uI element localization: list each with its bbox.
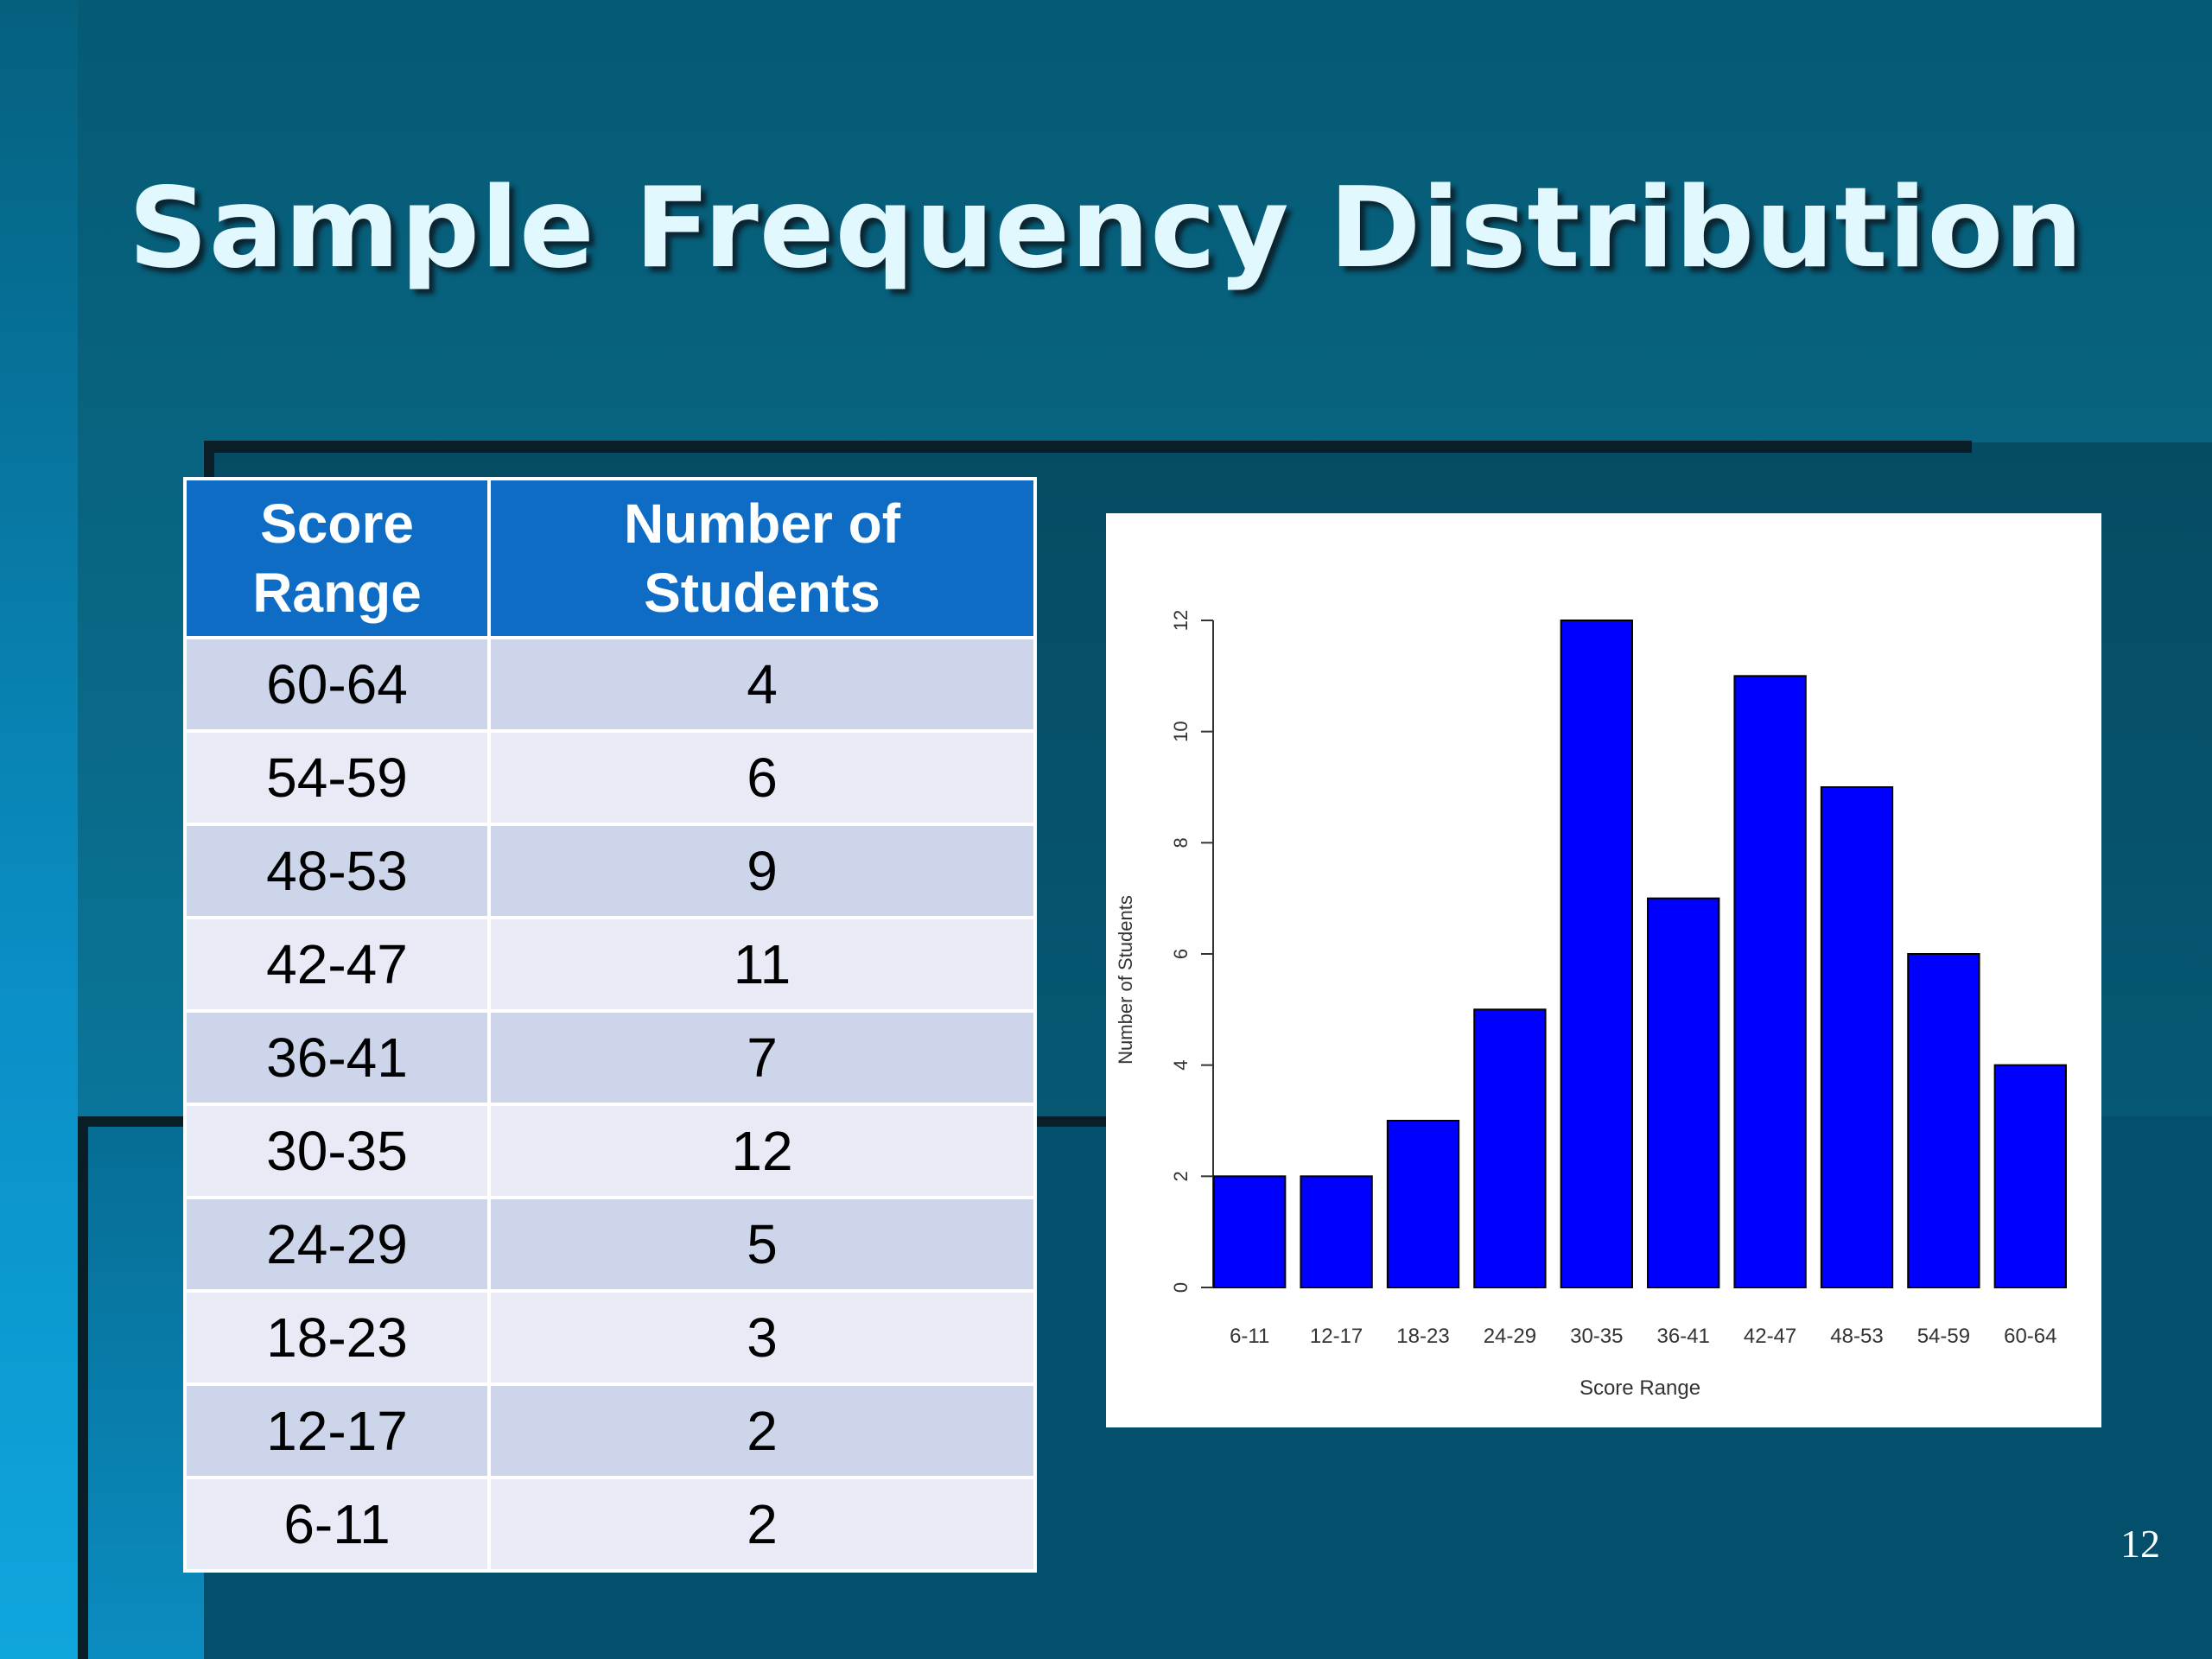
y-tick-label: 6 <box>1170 949 1192 959</box>
cell-student-count: 2 <box>487 1382 1037 1479</box>
cell-student-count: 3 <box>487 1289 1037 1386</box>
bar-chart: 0 2 4 6 8 10 12 Number of Students 6-11 12-17 18-2… <box>1115 610 2067 1400</box>
x-tick-label: 18-23 <box>1396 1325 1449 1348</box>
bar-6-11 <box>1213 1175 1287 1288</box>
header-students-line1: Number of <box>624 493 900 555</box>
bar-30-35 <box>1560 620 1633 1288</box>
x-tick-label: 12-17 <box>1310 1325 1363 1348</box>
bar-24-29 <box>1473 1008 1547 1288</box>
table-row: 6-11 2 <box>183 1476 1037 1573</box>
header-score-range-line1: Score <box>260 493 414 555</box>
cell-student-count: 12 <box>487 1103 1037 1199</box>
cell-student-count: 7 <box>487 1009 1037 1106</box>
cell-score-range: 24-29 <box>183 1196 491 1293</box>
frequency-table: Score Range Number of Students 60-64 4 5… <box>183 477 1037 1573</box>
x-tick-label: 30-35 <box>1570 1325 1623 1348</box>
x-tick-label: 48-53 <box>1830 1325 1883 1348</box>
table-row: 18-23 3 <box>183 1289 1037 1386</box>
x-tick-label: 60-64 <box>2004 1325 2056 1348</box>
table-row: 54-59 6 <box>183 729 1037 826</box>
cell-score-range: 54-59 <box>183 729 491 826</box>
header-number-of-students: Number of Students <box>487 477 1037 639</box>
bar-12-17 <box>1300 1175 1373 1288</box>
y-tick-label: 2 <box>1170 1171 1192 1181</box>
table-header-row: Score Range Number of Students <box>183 477 1037 639</box>
bar-18-23 <box>1386 1120 1460 1288</box>
cell-student-count: 9 <box>487 823 1037 919</box>
background-left-strip <box>0 0 78 1659</box>
y-tick-label: 12 <box>1170 610 1192 631</box>
bar-60-64 <box>1993 1064 2067 1289</box>
header-students-line2: Students <box>644 562 880 624</box>
cell-student-count: 2 <box>487 1476 1037 1573</box>
header-score-range: Score Range <box>183 477 491 639</box>
x-tick-label: 6-11 <box>1230 1325 1269 1348</box>
cell-score-range: 30-35 <box>183 1103 491 1199</box>
table-row: 60-64 4 <box>183 636 1037 733</box>
x-tick-label: 24-29 <box>1484 1325 1536 1348</box>
y-tick-label: 8 <box>1170 837 1192 848</box>
bar-42-47 <box>1733 675 1807 1289</box>
bar-54-59 <box>1907 953 1980 1288</box>
header-score-range-line2: Range <box>252 562 422 624</box>
cell-score-range: 6-11 <box>183 1476 491 1573</box>
cell-score-range: 18-23 <box>183 1289 491 1386</box>
cell-score-range: 36-41 <box>183 1009 491 1106</box>
x-tick-label: 36-41 <box>1657 1325 1710 1348</box>
x-tick-label: 42-47 <box>1744 1325 1796 1348</box>
y-tick-label: 4 <box>1170 1060 1192 1071</box>
x-axis-label: Score Range <box>1580 1376 1700 1400</box>
cell-score-range: 42-47 <box>183 916 491 1013</box>
background-lower-band-left-edge <box>78 1116 88 1659</box>
bar-36-41 <box>1647 897 1720 1288</box>
cell-score-range: 12-17 <box>183 1382 491 1479</box>
cell-student-count: 5 <box>487 1196 1037 1293</box>
y-tick-label: 10 <box>1170 721 1192 741</box>
table-row: 42-47 11 <box>183 916 1037 1013</box>
background-panel-edge <box>204 441 1972 453</box>
table-row: 24-29 5 <box>183 1196 1037 1293</box>
table-row: 36-41 7 <box>183 1009 1037 1106</box>
cell-student-count: 11 <box>487 916 1037 1013</box>
table-row: 12-17 2 <box>183 1382 1037 1479</box>
table-row: 48-53 9 <box>183 823 1037 919</box>
page-number: 12 <box>2120 1522 2160 1566</box>
table-row: 30-35 12 <box>183 1103 1037 1199</box>
cell-student-count: 4 <box>487 636 1037 733</box>
cell-score-range: 60-64 <box>183 636 491 733</box>
slide-title: Sample Frequency Distribution <box>128 164 2084 293</box>
bar-48-53 <box>1820 786 1894 1288</box>
y-tick-label: 0 <box>1170 1282 1192 1293</box>
bar-chart-panel: 0 2 4 6 8 10 12 Number of Students 6-11 12-17 18-2… <box>1106 513 2101 1427</box>
cell-student-count: 6 <box>487 729 1037 826</box>
y-axis-label: Number of Students <box>1115 895 1136 1065</box>
x-tick-label: 54-59 <box>1917 1325 1970 1348</box>
cell-score-range: 48-53 <box>183 823 491 919</box>
